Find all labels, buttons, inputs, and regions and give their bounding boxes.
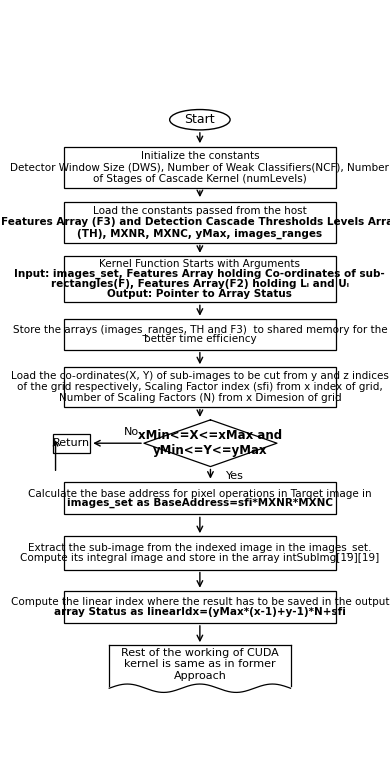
Text: Compute the linear index where the result has to be saved in the output: Compute the linear index where the resul… bbox=[11, 597, 389, 607]
Text: Yes: Yes bbox=[226, 471, 244, 481]
Text: Initialize the constants: Initialize the constants bbox=[140, 151, 259, 161]
Text: No: No bbox=[124, 427, 140, 437]
Text: Compute its integral image and store in the array intSubImg[19][19]: Compute its integral image and store in … bbox=[20, 552, 379, 562]
Text: Rest of the working of CUDA
kernel is same as in former
Approach: Rest of the working of CUDA kernel is sa… bbox=[121, 647, 279, 681]
Text: of Stages of Cascade Kernel (numLevels): of Stages of Cascade Kernel (numLevels) bbox=[93, 174, 307, 184]
Text: Store the arrays (images_ranges, TH and F3)  to shared memory for the: Store the arrays (images_ranges, TH and … bbox=[12, 324, 387, 335]
Text: Kernel Function Starts with Arguments: Kernel Function Starts with Arguments bbox=[99, 259, 300, 268]
Text: Detector Window Size (DWS), Number of Weak Classifiers(NCF), Number: Detector Window Size (DWS), Number of We… bbox=[11, 163, 389, 173]
Text: Load the co-ordinates(X, Y) of sub-images to be cut from y and z indices: Load the co-ordinates(X, Y) of sub-image… bbox=[11, 370, 389, 380]
Text: Load the constants passed from the host: Load the constants passed from the host bbox=[93, 205, 307, 216]
Text: Input: images_set, Features Array holding Co-ordinates of sub-: Input: images_set, Features Array holdin… bbox=[14, 269, 385, 279]
Text: Number of Scaling Factors (N) from x Dimesion of grid: Number of Scaling Factors (N) from x Dim… bbox=[58, 394, 341, 403]
Text: Extract the sub-image from the indexed image in the images_set.: Extract the sub-image from the indexed i… bbox=[28, 542, 372, 553]
Text: xMin<=X<=xMax and
yMin<=Y<=yMax: xMin<=X<=xMax and yMin<=Y<=yMax bbox=[138, 429, 282, 457]
Text: images_set as BaseAddress=sfi*MXNR*MXNC: images_set as BaseAddress=sfi*MXNR*MXNC bbox=[67, 498, 333, 508]
Text: Return: Return bbox=[53, 438, 90, 448]
Text: Detector Window Size (DWS), Number of Weak Classifiers(NCF), Number: Detector Window Size (DWS), Number of We… bbox=[0, 163, 390, 173]
Text: array Status as linearIdx=(yMax*(x-1)+y-1)*N+sfi: array Status as linearIdx=(yMax*(x-1)+y-… bbox=[54, 607, 346, 616]
Text: rectangles(F), Features Array(F2) holding Lₗ and Uₗ: rectangles(F), Features Array(F2) holdin… bbox=[51, 279, 349, 289]
Text: of the grid respectively, Scaling Factor index (sfi) from x index of grid,: of the grid respectively, Scaling Factor… bbox=[17, 382, 383, 392]
Text: Output: Pointer to Array Status: Output: Pointer to Array Status bbox=[107, 289, 292, 300]
Text: (TH), MXNR, MXNC, yMax, images_ranges: (TH), MXNR, MXNC, yMax, images_ranges bbox=[77, 229, 323, 239]
Text: Start: Start bbox=[184, 114, 215, 126]
Text: Calculate the base address for pixel operations in Target image in: Calculate the base address for pixel ope… bbox=[28, 489, 372, 499]
Text: Features Array (F3) and Detection Cascade Thresholds Levels Array: Features Array (F3) and Detection Cascad… bbox=[0, 217, 390, 227]
Text: better time efficiency: better time efficiency bbox=[144, 334, 256, 344]
